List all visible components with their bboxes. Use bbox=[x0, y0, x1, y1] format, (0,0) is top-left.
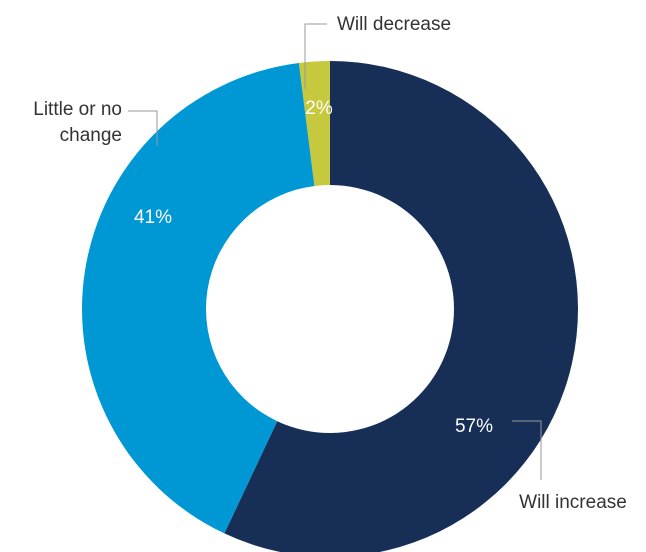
category-label-will-decrease: Will decrease bbox=[337, 14, 451, 35]
slice-little-or-no-change bbox=[82, 62, 315, 534]
slice-value-will-decrease: 2% bbox=[305, 98, 333, 119]
leader-line-will-increase bbox=[512, 420, 542, 480]
category-label-little-or-no-change-line1: Little or no bbox=[33, 99, 122, 120]
leader-line-little-or-no-change bbox=[128, 110, 158, 146]
slice-will-increase bbox=[224, 61, 578, 552]
slice-will-decrease bbox=[298, 61, 330, 186]
category-label-little-or-no-change-line2: change bbox=[60, 125, 122, 146]
leader-line-will-decrease bbox=[304, 23, 327, 89]
slice-value-little-or-no-change: 41% bbox=[134, 207, 172, 228]
category-label-will-increase: Will increase bbox=[519, 492, 627, 513]
slice-value-will-increase: 57% bbox=[455, 416, 493, 437]
slices-group bbox=[82, 61, 578, 552]
